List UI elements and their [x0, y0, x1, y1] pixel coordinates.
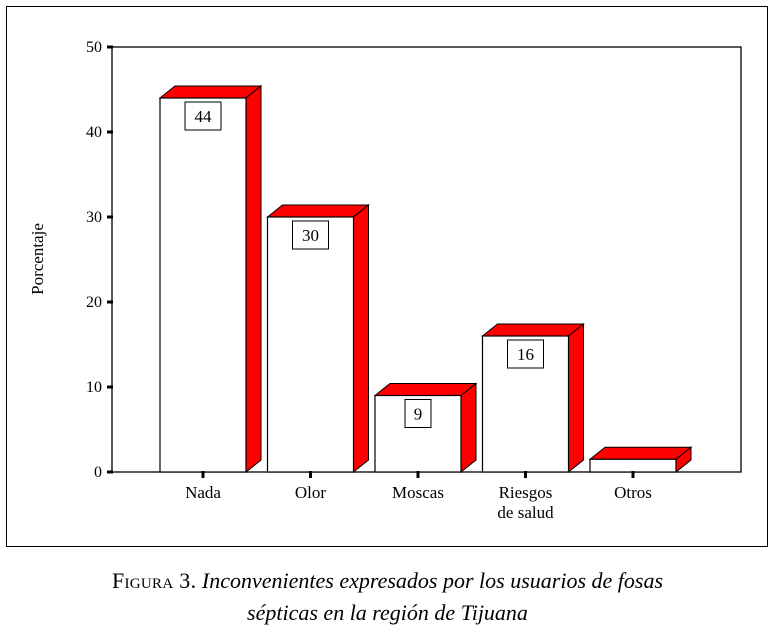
- bar-side: [245, 84, 262, 474]
- bar-top: [373, 383, 478, 396]
- y-tick-label: 40: [86, 124, 102, 141]
- x-tick-label: Otros: [614, 483, 652, 502]
- x-tick-label: Olor: [295, 483, 327, 502]
- x-tick-label-line: de salud: [497, 503, 554, 522]
- bar: [589, 458, 677, 473]
- y-axis: 0 10 20 30 40 50: [86, 39, 113, 481]
- y-tick-label: 50: [86, 39, 102, 56]
- y-axis-label: Porcentaje: [28, 223, 47, 295]
- data-label-box: [404, 399, 432, 428]
- data-label-box: [507, 339, 544, 369]
- x-tick-label-line: Olor: [295, 483, 327, 502]
- bar-side: [460, 382, 477, 474]
- caption-label: Figura 3.: [111, 568, 197, 593]
- x-tick-label: Moscas: [392, 483, 444, 502]
- bar-group: 9: [373, 382, 478, 474]
- y-tick-label: 0: [94, 464, 102, 481]
- bar-top: [481, 323, 585, 337]
- x-tick-label-line: Otros: [614, 483, 652, 502]
- x-tick-label: Riesgos de salud: [497, 483, 554, 522]
- bar-group: 16: [481, 322, 585, 474]
- data-label: 16: [517, 345, 534, 364]
- bar: [266, 216, 355, 473]
- figure-caption: Figura 3. Inconvenientes expresados por …: [0, 566, 775, 596]
- data-label-box: [184, 101, 222, 131]
- data-label: 30: [302, 226, 319, 245]
- bar-group: 44: [158, 84, 263, 474]
- y-tick-label: 20: [86, 294, 102, 311]
- data-label: 9: [414, 405, 423, 424]
- bar-group: 30: [266, 203, 370, 474]
- data-label-box: [292, 220, 329, 250]
- bar-top: [158, 85, 263, 99]
- y-tick-label: 30: [86, 209, 102, 226]
- bar-side: [568, 322, 584, 474]
- x-tick-label: Nada: [185, 483, 221, 502]
- y-tick-label: 10: [86, 379, 102, 396]
- data-label: 44: [195, 107, 213, 126]
- bar-group: [588, 446, 693, 474]
- bars: 44 30 9 16: [158, 84, 693, 474]
- bar-top: [266, 204, 370, 218]
- x-tick-label-line: Riesgos: [499, 483, 553, 502]
- caption-line-1: Inconvenientes expresados por los usuari…: [201, 568, 664, 593]
- bar: [159, 97, 247, 473]
- x-tick-label-line: Nada: [185, 483, 221, 502]
- caption-line-2: sépticas en la región de Tijuana: [247, 600, 528, 625]
- bar-chart: Porcentaje 0 10 20 30 40 50 44 30 9 16 Nada Olor M…: [28, 39, 742, 522]
- x-tick-label-line: Moscas: [392, 483, 444, 502]
- bar-top: [588, 446, 693, 460]
- x-axis: Nada Olor Moscas Riesgos de salud Otros: [185, 471, 652, 522]
- bar-side: [353, 203, 369, 474]
